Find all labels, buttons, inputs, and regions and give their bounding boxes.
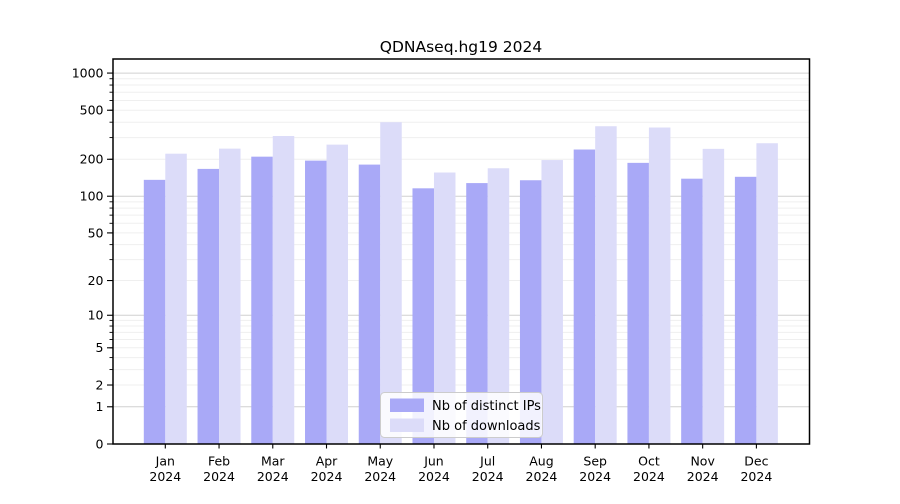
x-tick-label-month: Sep bbox=[583, 454, 607, 469]
bars-layer bbox=[143, 122, 778, 445]
bar-ips-apr bbox=[305, 160, 327, 444]
legend-swatch-1 bbox=[390, 418, 424, 432]
x-tick-label-month: Aug bbox=[529, 454, 553, 469]
x-tick-label-year: 2024 bbox=[203, 469, 235, 484]
bar-downloads-sep bbox=[595, 126, 617, 444]
x-tick-label-month: Oct bbox=[638, 454, 660, 469]
bar-ips-mar bbox=[251, 156, 273, 444]
bar-ips-oct bbox=[627, 162, 649, 445]
x-tick-label-month: Jun bbox=[423, 454, 444, 469]
x-tick-label-year: 2024 bbox=[364, 469, 396, 484]
y-tick-label: 5 bbox=[96, 340, 104, 355]
x-tick-label-month: Dec bbox=[744, 454, 768, 469]
legend-swatch-0 bbox=[390, 398, 424, 412]
x-tick-label-year: 2024 bbox=[472, 469, 504, 484]
x-tick-label-month: Nov bbox=[690, 454, 715, 469]
legend-label-0: Nb of distinct IPs bbox=[432, 399, 541, 414]
x-tick-label-month: Feb bbox=[208, 454, 230, 469]
x-tick-label-month: Jul bbox=[479, 454, 495, 469]
y-tick-label: 200 bbox=[80, 152, 104, 167]
bar-ips-sep bbox=[573, 149, 596, 444]
x-tick-label-month: Apr bbox=[316, 454, 338, 469]
bar-downloads-may bbox=[380, 122, 402, 445]
legend-label-1: Nb of downloads bbox=[432, 419, 541, 434]
x-tick-label-year: 2024 bbox=[311, 469, 343, 484]
bar-downloads-jul bbox=[487, 168, 510, 444]
bar-ips-dec bbox=[734, 176, 757, 444]
y-tick-label: 1000 bbox=[72, 65, 104, 80]
x-tick-label-year: 2024 bbox=[257, 469, 289, 484]
bar-ips-jan bbox=[143, 179, 166, 444]
x-tick-label-month: May bbox=[367, 454, 393, 469]
plot-frame bbox=[112, 58, 811, 445]
x-tick-label-year: 2024 bbox=[740, 469, 772, 484]
x-tick-label-month: Mar bbox=[261, 454, 285, 469]
bar-downloads-mar bbox=[272, 136, 295, 444]
x-tick-label-year: 2024 bbox=[687, 469, 719, 484]
chart-title: QDNAseq.hg19 2024 bbox=[380, 38, 542, 56]
x-tick-label-year: 2024 bbox=[579, 469, 611, 484]
x-tick-label-year: 2024 bbox=[418, 469, 450, 484]
bar-ips-jul bbox=[466, 183, 488, 444]
axis-ticks-layer: 10005002001005020105210Jan2024Feb2024Mar… bbox=[72, 65, 773, 484]
bar-ips-nov bbox=[681, 178, 703, 445]
bar-downloads-nov bbox=[702, 148, 725, 444]
bar-downloads-apr bbox=[326, 144, 349, 445]
y-tick-label: 20 bbox=[88, 273, 104, 288]
bar-ips-aug bbox=[519, 180, 542, 444]
y-tick-label: 2 bbox=[96, 377, 104, 392]
y-tick-label: 1 bbox=[96, 399, 104, 414]
bar-ips-jun bbox=[412, 188, 434, 444]
y-tick-label: 100 bbox=[80, 189, 104, 204]
bar-downloads-aug bbox=[541, 160, 563, 444]
x-tick-label-year: 2024 bbox=[149, 469, 181, 484]
legend: Nb of distinct IPs Nb of downloads bbox=[380, 392, 543, 438]
bar-downloads-jan bbox=[165, 153, 187, 444]
y-tick-label: 50 bbox=[88, 225, 104, 240]
bar-ips-feb bbox=[197, 168, 220, 444]
y-tick-label: 10 bbox=[88, 308, 104, 323]
y-tick-label: 500 bbox=[80, 103, 104, 118]
x-tick-label-month: Jan bbox=[155, 454, 175, 469]
bar-downloads-jun bbox=[433, 172, 456, 444]
x-tick-label-year: 2024 bbox=[526, 469, 558, 484]
bar-downloads-feb bbox=[219, 148, 241, 444]
x-tick-label-year: 2024 bbox=[633, 469, 665, 484]
bar-downloads-oct bbox=[648, 127, 671, 444]
bar-ips-may bbox=[358, 164, 381, 444]
plot-frame-layer bbox=[112, 58, 811, 445]
y-tick-label: 0 bbox=[96, 436, 104, 451]
bar-downloads-dec bbox=[756, 143, 778, 445]
